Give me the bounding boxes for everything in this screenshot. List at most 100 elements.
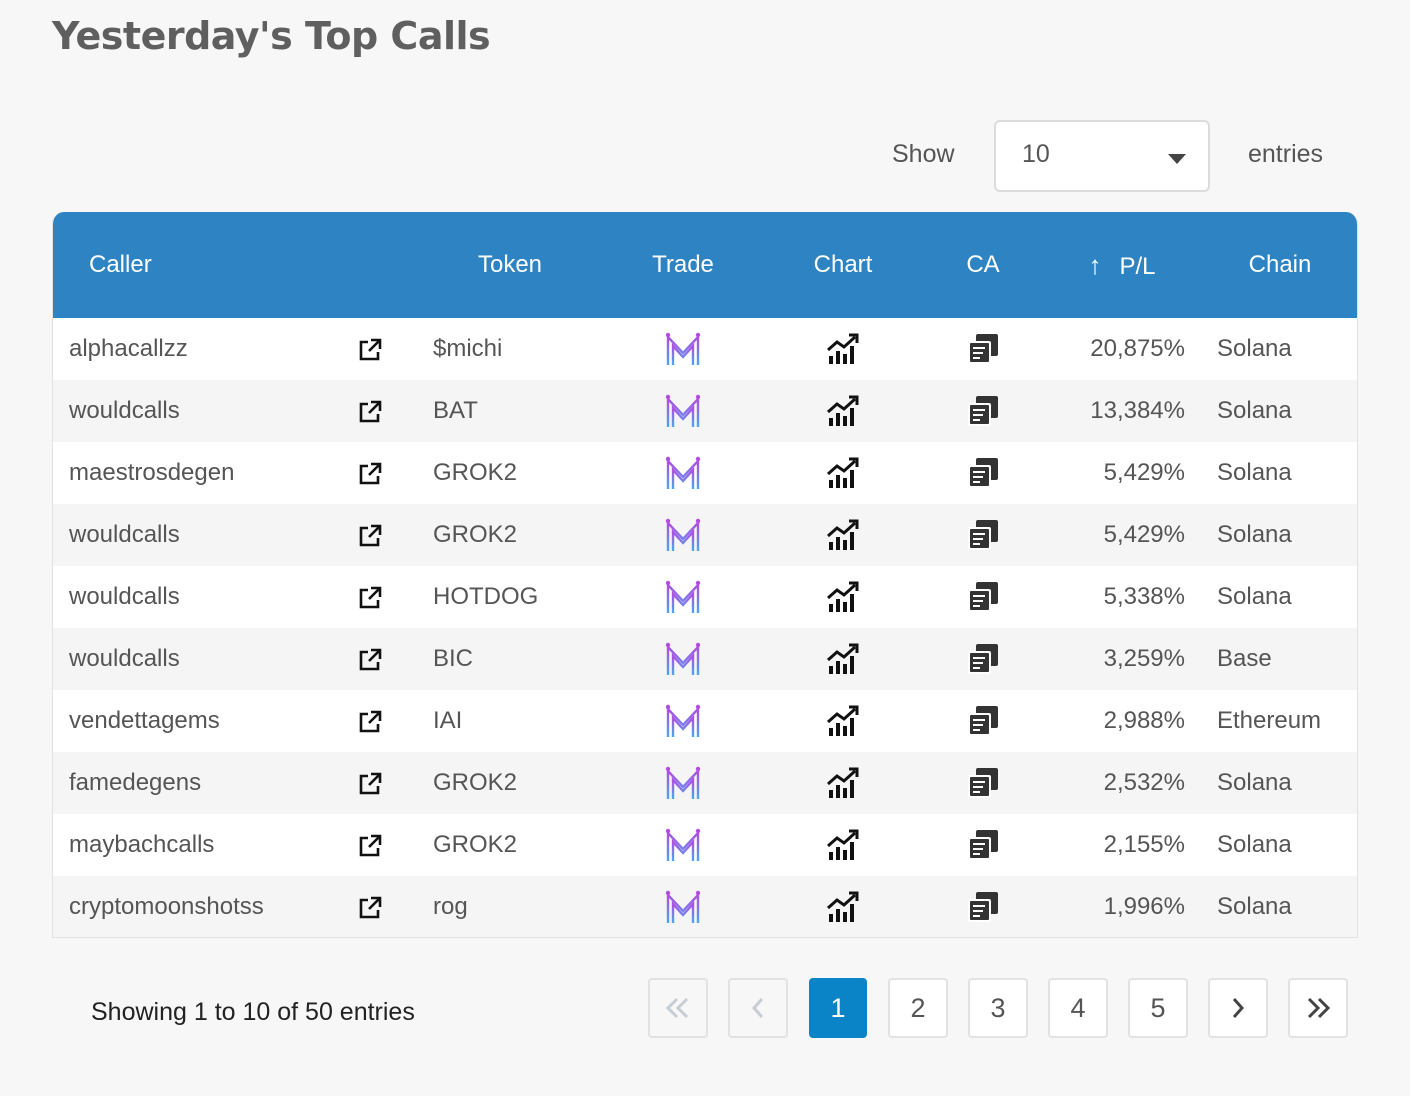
chart-icon[interactable]	[826, 581, 860, 612]
trade-cell[interactable]	[603, 752, 763, 814]
ca-cell[interactable]	[923, 566, 1043, 628]
chart-icon[interactable]	[826, 519, 860, 550]
chart-cell[interactable]	[763, 690, 923, 752]
next-page-button[interactable]	[1208, 978, 1268, 1038]
copy-icon[interactable]	[966, 582, 1000, 612]
copy-icon[interactable]	[966, 644, 1000, 674]
copy-icon[interactable]	[966, 892, 1000, 922]
trade-cell[interactable]	[603, 318, 763, 380]
copy-icon[interactable]	[966, 396, 1000, 426]
ca-cell[interactable]	[923, 876, 1043, 937]
external-link-icon[interactable]	[357, 645, 383, 672]
show-label: Show	[892, 140, 955, 168]
trade-bot-icon[interactable]	[664, 456, 702, 489]
caller-link-cell[interactable]	[323, 380, 417, 442]
caller-link-cell[interactable]	[323, 442, 417, 504]
chart-cell[interactable]	[763, 442, 923, 504]
col-chart[interactable]: Chart	[813, 251, 873, 278]
external-link-icon[interactable]	[357, 459, 383, 486]
page-5-button[interactable]: 5	[1128, 978, 1188, 1038]
caller-link-cell[interactable]	[323, 318, 417, 380]
token-cell: BIC	[433, 645, 474, 672]
trade-cell[interactable]	[603, 504, 763, 566]
copy-icon[interactable]	[966, 334, 1000, 364]
caller-link-cell[interactable]	[323, 566, 417, 628]
copy-icon[interactable]	[966, 458, 1000, 488]
trade-cell[interactable]	[603, 690, 763, 752]
ca-cell[interactable]	[923, 690, 1043, 752]
trade-bot-icon[interactable]	[664, 332, 702, 365]
chart-cell[interactable]	[763, 318, 923, 380]
trade-cell[interactable]	[603, 442, 763, 504]
trade-bot-icon[interactable]	[664, 642, 702, 675]
chart-cell[interactable]	[763, 814, 923, 876]
chart-cell[interactable]	[763, 752, 923, 814]
external-link-icon[interactable]	[357, 707, 383, 734]
last-page-button[interactable]	[1288, 978, 1348, 1038]
first-page-button[interactable]	[648, 978, 708, 1038]
external-link-icon[interactable]	[357, 521, 383, 548]
chart-icon[interactable]	[826, 457, 860, 488]
chart-cell[interactable]	[763, 380, 923, 442]
trade-bot-icon[interactable]	[664, 580, 702, 613]
page-4-button[interactable]: 4	[1048, 978, 1108, 1038]
col-ca[interactable]: CA	[966, 251, 1000, 278]
chart-icon[interactable]	[826, 705, 860, 736]
ca-cell[interactable]	[923, 442, 1043, 504]
caller-link-cell[interactable]	[323, 752, 417, 814]
copy-icon[interactable]	[966, 830, 1000, 860]
external-link-icon[interactable]	[357, 397, 383, 424]
chart-cell[interactable]	[763, 504, 923, 566]
col-pl[interactable]: ↑ P/L	[1043, 212, 1201, 318]
chart-icon[interactable]	[826, 643, 860, 674]
chart-cell[interactable]	[763, 628, 923, 690]
trade-bot-icon[interactable]	[664, 890, 702, 923]
external-link-icon[interactable]	[357, 893, 383, 920]
ca-cell[interactable]	[923, 752, 1043, 814]
page-2-button[interactable]: 2	[888, 978, 948, 1038]
trade-cell[interactable]	[603, 876, 763, 937]
token-cell: GROK2	[433, 769, 518, 796]
page-3-button[interactable]: 3	[968, 978, 1028, 1038]
trade-bot-icon[interactable]	[664, 828, 702, 861]
caller-link-cell[interactable]	[323, 814, 417, 876]
entries-select[interactable]: 10	[994, 120, 1210, 192]
caller-link-cell[interactable]	[323, 628, 417, 690]
trade-cell[interactable]	[603, 566, 763, 628]
chart-cell[interactable]	[763, 876, 923, 937]
page-1-button[interactable]: 1	[809, 978, 867, 1038]
external-link-icon[interactable]	[357, 831, 383, 858]
trade-cell[interactable]	[603, 814, 763, 876]
chart-icon[interactable]	[826, 767, 860, 798]
col-chain[interactable]: Chain	[1248, 251, 1312, 278]
chart-icon[interactable]	[826, 891, 860, 922]
ca-cell[interactable]	[923, 814, 1043, 876]
trade-bot-icon[interactable]	[664, 704, 702, 737]
prev-page-button[interactable]	[728, 978, 788, 1038]
chart-icon[interactable]	[826, 395, 860, 426]
copy-icon[interactable]	[966, 768, 1000, 798]
caller-link-cell[interactable]	[323, 876, 417, 937]
chart-cell[interactable]	[763, 566, 923, 628]
external-link-icon[interactable]	[357, 769, 383, 796]
caller-link-cell[interactable]	[323, 504, 417, 566]
col-token[interactable]: Token	[477, 251, 543, 278]
caller-link-cell[interactable]	[323, 690, 417, 752]
trade-cell[interactable]	[603, 628, 763, 690]
ca-cell[interactable]	[923, 628, 1043, 690]
external-link-icon[interactable]	[357, 335, 383, 362]
external-link-icon[interactable]	[357, 583, 383, 610]
trade-bot-icon[interactable]	[664, 766, 702, 799]
trade-cell[interactable]	[603, 380, 763, 442]
col-caller[interactable]: Caller	[89, 251, 152, 278]
ca-cell[interactable]	[923, 318, 1043, 380]
col-trade[interactable]: Trade	[652, 251, 714, 278]
copy-icon[interactable]	[966, 706, 1000, 736]
trade-bot-icon[interactable]	[664, 394, 702, 427]
chart-icon[interactable]	[826, 829, 860, 860]
chart-icon[interactable]	[826, 333, 860, 364]
ca-cell[interactable]	[923, 380, 1043, 442]
ca-cell[interactable]	[923, 504, 1043, 566]
copy-icon[interactable]	[966, 520, 1000, 550]
trade-bot-icon[interactable]	[664, 518, 702, 551]
